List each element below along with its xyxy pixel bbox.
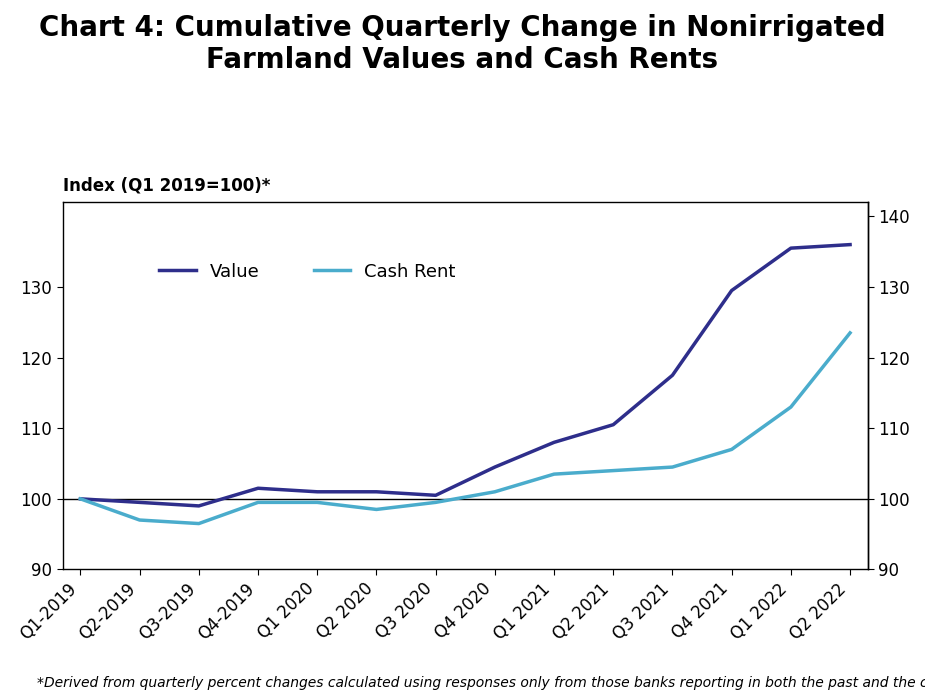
Cash Rent — [726, 446, 737, 454]
Cash Rent — [845, 328, 856, 337]
Cash Rent — [489, 488, 500, 496]
Text: *Derived from quarterly percent changes calculated using responses only from tho: *Derived from quarterly percent changes … — [37, 676, 925, 690]
Cash Rent — [75, 495, 86, 503]
Value — [371, 488, 382, 496]
Value — [134, 498, 145, 507]
Cash Rent — [193, 520, 204, 528]
Value — [312, 488, 323, 496]
Cash Rent — [430, 498, 441, 507]
Value — [667, 371, 678, 379]
Cash Rent — [312, 498, 323, 507]
Value — [608, 421, 619, 429]
Cash Rent — [549, 470, 560, 478]
Value — [193, 502, 204, 510]
Cash Rent — [608, 466, 619, 475]
Value — [845, 240, 856, 249]
Cash Rent — [371, 505, 382, 514]
Line: Cash Rent: Cash Rent — [80, 333, 850, 524]
Value — [75, 495, 86, 503]
Value — [253, 484, 264, 493]
Legend: Value, Cash Rent: Value, Cash Rent — [153, 255, 463, 288]
Cash Rent — [253, 498, 264, 507]
Cash Rent — [134, 516, 145, 524]
Line: Value: Value — [80, 245, 850, 506]
Text: Index (Q1 2019=100)*: Index (Q1 2019=100)* — [63, 177, 270, 195]
Value — [430, 491, 441, 500]
Cash Rent — [667, 463, 678, 471]
Value — [785, 244, 796, 252]
Cash Rent — [785, 403, 796, 411]
Text: Chart 4: Cumulative Quarterly Change in Nonirrigated
Farmland Values and Cash Re: Chart 4: Cumulative Quarterly Change in … — [39, 14, 886, 74]
Value — [726, 286, 737, 295]
Value — [549, 438, 560, 446]
Value — [489, 463, 500, 471]
